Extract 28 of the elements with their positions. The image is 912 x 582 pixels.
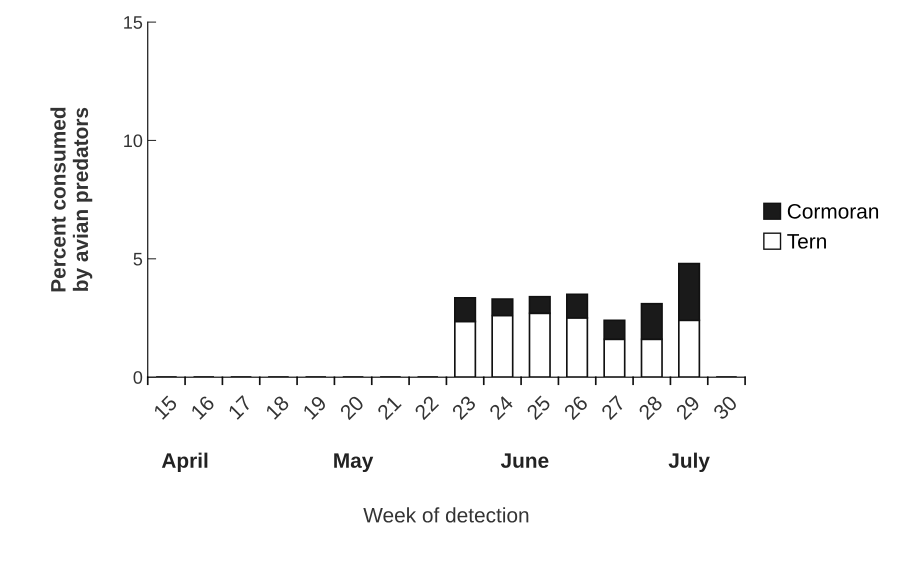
text: May: [334, 453, 374, 472]
x-tick-label: 25: [526, 394, 552, 420]
x-tick-label: 20: [339, 394, 365, 420]
y-tick-label: 0: [134, 371, 142, 384]
x-tick-label: 21: [376, 394, 402, 420]
y-tick-label: 15: [124, 16, 142, 29]
x-tick-label: 29: [675, 394, 701, 420]
x-tick-label: 30: [712, 394, 738, 420]
text: April: [162, 452, 208, 472]
x-tick-label: 28: [638, 394, 664, 420]
text: June: [500, 453, 548, 468]
y-axis-title: Percent consumed by avian predators: [50, 108, 92, 292]
x-tick-label: 26: [563, 394, 589, 420]
x-axis-title: Week of detection: [363, 507, 528, 523]
y-tick-label: 5: [134, 252, 142, 266]
x-tick-label: 15: [153, 394, 178, 420]
x-tick-label: 22: [414, 394, 440, 420]
legend-label: Cormoran: [788, 204, 878, 219]
y-tick-label: 10: [124, 134, 142, 148]
legend-label: Tern: [787, 234, 826, 249]
x-tick-label: 16: [190, 394, 216, 420]
x-tick-label: 17: [228, 395, 252, 420]
x-tick-label: 24: [488, 394, 514, 420]
x-tick-label: 27: [600, 394, 626, 420]
x-tick-label: 23: [451, 394, 477, 420]
text: July: [668, 452, 710, 472]
x-tick-label: 19: [302, 394, 328, 420]
x-tick-label: 18: [264, 394, 290, 420]
